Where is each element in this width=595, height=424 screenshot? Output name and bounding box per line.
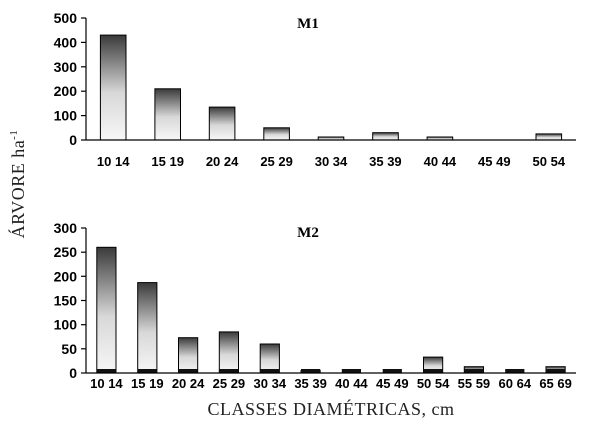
chart-m1-bars bbox=[99, 34, 563, 141]
chart-m1-y-ticks: 0 100 200 300 400 500 bbox=[54, 10, 86, 148]
chart-m2-title: M2 bbox=[297, 225, 319, 241]
chart-m1: M1 0 100 200 300 400 500 10 14 15 19 20 24 25 29… bbox=[54, 10, 576, 169]
chart-m1-y-tick-label: 0 bbox=[69, 132, 77, 148]
chart-m2-y-tick-label: 100 bbox=[54, 317, 78, 333]
chart-m2-y-tick-label: 50 bbox=[61, 341, 77, 357]
chart-m1-x-tick-label: 30 34 bbox=[315, 154, 348, 169]
chart-m2-x-tick-label: 30 34 bbox=[254, 376, 287, 391]
chart-m2-bar-base bbox=[96, 369, 116, 373]
y-axis-label: ÁRVORE ha-1 bbox=[7, 130, 28, 239]
chart-m2-bars bbox=[96, 246, 566, 374]
chart-m2-bar-base bbox=[546, 369, 566, 373]
chart-m1-x-tick-label: 15 19 bbox=[151, 154, 184, 169]
chart-m1-x-tick-label: 25 29 bbox=[260, 154, 293, 169]
chart-m1-bar bbox=[372, 132, 399, 141]
chart-m2-bar bbox=[96, 246, 117, 374]
chart-m1-x-tick-label: 20 24 bbox=[206, 154, 239, 169]
chart-m2-y-tick-label: 200 bbox=[54, 268, 78, 284]
chart-m1-bar bbox=[208, 106, 236, 141]
chart-m2-bar bbox=[218, 331, 240, 374]
chart-m2-y-tick-label: 150 bbox=[54, 293, 78, 309]
chart-m2-x-tick-label: 45 49 bbox=[376, 376, 409, 391]
chart-m1-x-tick-label: 45 49 bbox=[478, 154, 511, 169]
chart-m2-bar bbox=[137, 282, 158, 374]
chart-m2-x-tick-label: 65 69 bbox=[539, 376, 572, 391]
chart-m2-bar-base bbox=[260, 369, 280, 373]
chart-m2-x-tick-label: 55 59 bbox=[458, 376, 491, 391]
chart-m2-x-tick-label: 25 29 bbox=[213, 376, 246, 391]
chart-m2-x-tick-label: 60 64 bbox=[499, 376, 532, 391]
chart-m2-bar-base bbox=[382, 369, 402, 373]
chart-m2-y-tick-label: 0 bbox=[69, 365, 77, 381]
chart-m2-bar-base bbox=[219, 369, 239, 373]
chart-m2-bar-base bbox=[423, 369, 443, 373]
chart-m1-title: M1 bbox=[297, 16, 319, 32]
chart-m2-y-tick-label: 300 bbox=[54, 220, 78, 236]
chart-m2-x-ticks: 10 14 15 19 20 24 25 29 30 34 35 39 40 44 45 49… bbox=[90, 376, 572, 391]
chart-m1-x-tick-label: 40 44 bbox=[424, 154, 457, 169]
chart-m1-y-tick-label: 500 bbox=[54, 10, 78, 26]
chart-m2-bar-base bbox=[137, 369, 157, 373]
chart-m1-bar bbox=[99, 34, 127, 141]
chart-m1-bar bbox=[535, 133, 563, 141]
chart-m2-x-tick-label: 50 54 bbox=[417, 376, 450, 391]
chart-m2-bar-base bbox=[341, 369, 361, 373]
chart-m2-bar bbox=[178, 337, 199, 374]
chart-m1-y-tick-label: 200 bbox=[54, 83, 78, 99]
chart-m1-x-tick-label: 10 14 bbox=[97, 154, 130, 169]
chart-m2-y-ticks: 0 50 100 150 200 250 300 bbox=[54, 220, 86, 381]
x-axis-label: CLASSES DIAMÉTRICAS, cm bbox=[207, 398, 454, 419]
chart-m2-x-tick-label: 15 19 bbox=[131, 376, 164, 391]
chart-m2-bar-base bbox=[178, 369, 198, 373]
chart-m1-x-ticks: 10 14 15 19 20 24 25 29 30 34 35 39 40 44 45 49… bbox=[97, 154, 566, 169]
chart-m2-y-tick-label: 250 bbox=[54, 244, 78, 260]
chart-m2-x-tick-label: 10 14 bbox=[90, 376, 123, 391]
chart-m2-bar-base bbox=[301, 369, 321, 373]
chart-m1-y-tick-label: 400 bbox=[54, 34, 78, 50]
chart-m2-bar bbox=[259, 343, 280, 374]
chart-m1-bar bbox=[154, 88, 181, 141]
chart-m2-x-tick-label: 20 24 bbox=[172, 376, 205, 391]
chart-m1-bar bbox=[263, 127, 290, 141]
chart-m1-x-tick-label: 50 54 bbox=[533, 154, 566, 169]
chart-m1-x-tick-label: 35 39 bbox=[369, 154, 402, 169]
chart-m1-y-tick-label: 300 bbox=[54, 59, 78, 75]
chart-m2-bar-base bbox=[505, 369, 525, 373]
chart-m1-y-tick-label: 100 bbox=[54, 108, 78, 124]
chart-m2-x-tick-label: 40 44 bbox=[335, 376, 368, 391]
chart-m2-bar-base bbox=[464, 369, 484, 373]
chart-m2-x-tick-label: 35 39 bbox=[294, 376, 327, 391]
chart-m2: M2 0 50 100 150 200 250 300 10 14 15 19 20 24 25 … bbox=[54, 220, 576, 391]
